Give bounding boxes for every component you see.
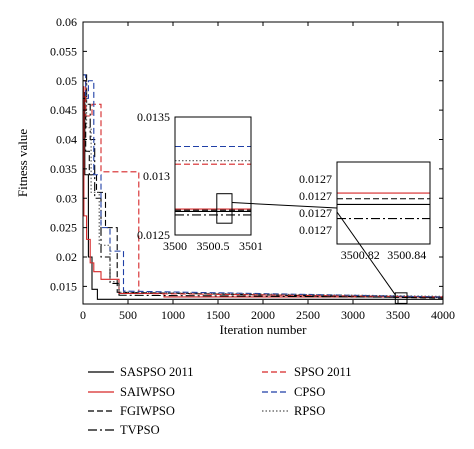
main-xtick-label: 500 <box>119 308 137 322</box>
main-ytick-label: 0.03 <box>56 191 77 205</box>
main-ytick-label: 0.04 <box>56 133 77 147</box>
legend-label-cpso: CPSO <box>294 385 325 399</box>
main-ytick-label: 0.035 <box>50 162 77 176</box>
inset1-ytick-label: 0.0125 <box>137 228 170 242</box>
main-ytick-label: 0.015 <box>50 279 77 293</box>
y-axis-label: Fitness value <box>15 129 30 197</box>
inset1-xtick-label: 3500 <box>163 239 187 253</box>
zoom-inset-2: 3500.82 3500.84 0.0127 0.0127 0.0127 0.0127 <box>299 161 431 262</box>
main-xtick-label: 3500 <box>386 308 410 322</box>
main-ytick-label: 0.025 <box>50 221 77 235</box>
inset2-background <box>337 162 430 244</box>
connector-line-upper <box>231 202 338 209</box>
inset2-ytick-label: 0.0127 <box>299 223 332 237</box>
legend-label-fgiwpso: FGIWPSO <box>120 404 175 418</box>
main-xtick-label: 4000 <box>431 308 455 322</box>
inset1-xtick-label: 3500.5 <box>197 239 230 253</box>
inset2-frame <box>336 161 431 245</box>
inset1-xtick-label: 3501 <box>239 239 263 253</box>
inset1-ytick-label: 0.013 <box>143 169 170 183</box>
zoom-callouts <box>216 193 408 304</box>
zoom-region-main <box>394 292 408 304</box>
legend: SASPSO 2011 SAIWPSO FGIWPSO TVPSO SPSO 2011 C… <box>88 365 352 437</box>
main-xtick-label: 2500 <box>296 308 320 322</box>
legend-label-spso-2011: SPSO 2011 <box>294 365 352 379</box>
main-xtick-label: 0 <box>80 308 86 322</box>
main-series-spso-2011 <box>83 80 443 298</box>
main-ytick-label: 0.055 <box>50 44 77 58</box>
inset1-frame <box>174 116 252 236</box>
main-xtick-label: 1500 <box>206 308 230 322</box>
inset2-xtick-label: 3500.84 <box>387 248 426 262</box>
connector-line-lower <box>336 211 396 296</box>
inset2-ytick-label: 0.0127 <box>299 189 332 203</box>
x-axis-label: Iteration number <box>220 322 308 337</box>
inset1-background <box>175 117 251 235</box>
main-series-fgiwpso <box>83 97 443 299</box>
main-ytick-label: 0.05 <box>56 74 77 88</box>
legend-label-rpso: RPSO <box>294 404 325 418</box>
main-xtick-label: 3000 <box>341 308 365 322</box>
zoom-inset-1: 3500 3500.5 3501 0.0125 0.013 0.0135 <box>137 110 263 253</box>
inset2-ytick-label: 0.0127 <box>299 172 332 186</box>
inset2-ytick-label: 0.0127 <box>299 206 332 220</box>
inset1-series-group <box>175 145 251 216</box>
inset2-series-group <box>337 192 430 220</box>
main-series-group <box>83 74 443 300</box>
main-ytick-label: 0.06 <box>56 15 77 29</box>
legend-label-saspso-2011: SASPSO 2011 <box>120 365 194 379</box>
zoom-region-inset <box>216 193 233 224</box>
main-ytick-label: 0.045 <box>50 103 77 117</box>
main-xtick-label: 2000 <box>251 308 275 322</box>
inset2-xtick-label: 3500.82 <box>341 248 380 262</box>
main-ytick-label: 0.02 <box>56 250 77 264</box>
legend-label-saiwpso: SAIWPSO <box>120 385 175 399</box>
main-xtick-label: 1000 <box>161 308 185 322</box>
inset1-ytick-label: 0.0135 <box>137 110 170 124</box>
main-series-saiwpso <box>83 86 443 298</box>
main-series-rpso <box>83 80 443 297</box>
main-series-tvpso <box>83 74 443 299</box>
legend-label-tvpso: TVPSO <box>120 423 160 437</box>
main-series-cpso <box>83 74 443 298</box>
